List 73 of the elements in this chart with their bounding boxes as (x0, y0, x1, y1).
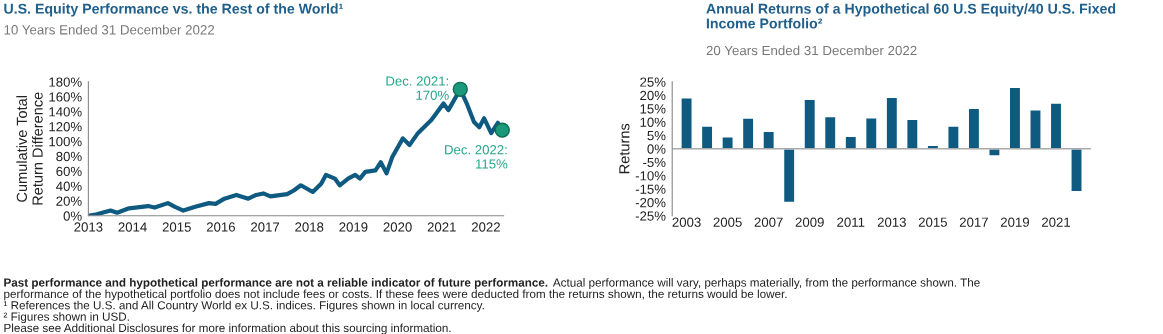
annotation: Dec. 2022: 115% (445, 145, 508, 169)
bar (721, 136, 734, 150)
chart-subtitle: 20 Years Ended 31 December 2022 (706, 45, 917, 56)
y-tick-label: 10% (640, 117, 666, 127)
chart-subtitle: 10 Years Ended 31 December 2022 (4, 24, 215, 35)
y-tick-label: 0% (63, 211, 82, 221)
y-tick-label: -25% (635, 211, 666, 221)
x-tick-label: 2017 (959, 217, 988, 227)
y-tick-label: 40% (56, 181, 82, 191)
y-tick-label: 60% (56, 166, 82, 177)
bar (1029, 108, 1042, 150)
bar (803, 98, 817, 150)
bar (741, 117, 755, 150)
x-tick-label: 2018 (295, 222, 324, 232)
bar (967, 107, 981, 150)
bar (947, 125, 960, 150)
bar (906, 118, 919, 150)
x-tick-label: 2013 (877, 217, 906, 227)
y-tick-label: 80% (56, 151, 82, 162)
x-tick-label: 2019 (339, 222, 368, 232)
y-tick-label: -15% (635, 184, 666, 194)
x-tick-label: 2009 (795, 217, 824, 227)
bar (1070, 148, 1083, 193)
bar (864, 117, 878, 150)
y-axis-title: Cumulative Total Return Difference (16, 92, 43, 205)
y-tick-label: 0% (647, 144, 666, 154)
bar (1008, 86, 1022, 150)
y-tick-label: -20% (635, 197, 666, 208)
chart-title: Annual Returns of a Hypothetical 60 U.S Equity/40 U.S. Fixed Income Portfolio² (706, 3, 1116, 29)
x-tick-label: 2020 (383, 222, 412, 232)
bar (988, 148, 1001, 157)
x-tick-label: 2017 (251, 222, 280, 232)
y-tick-label: 180% (49, 77, 82, 87)
x-tick-label: 2015 (162, 222, 191, 232)
x-tick-label: 2021 (427, 222, 456, 232)
bar (823, 115, 837, 150)
x-tick-label: 2021 (1041, 217, 1071, 227)
y-tick-label: 140% (49, 107, 82, 117)
y-tick-label: 160% (49, 92, 82, 102)
text: Please see Additional Disclosures for more information about this sourcing information. (4, 323, 451, 334)
text: ¹ References the U.S. and All Country World ex U.S. indices. Figures shown in local currency. (3, 300, 484, 312)
bar (1049, 102, 1063, 150)
text: ² Figures shown in USD. (3, 312, 129, 324)
bar (782, 148, 796, 204)
bar (700, 125, 714, 150)
x-tick-label: 2019 (1000, 217, 1030, 227)
x-tick-label: 2016 (206, 222, 235, 232)
x-tick-label: 2007 (754, 217, 783, 227)
x-tick-label: 2003 (672, 217, 701, 227)
bar (885, 96, 899, 150)
x-tick-label: 2022 (471, 222, 500, 232)
y-tick-label: 5% (647, 131, 666, 141)
bar (762, 130, 776, 150)
y-tick-label: 25% (640, 77, 666, 87)
annotation: Dec. 2021: 170% (386, 76, 449, 100)
x-tick-label: 2014 (118, 222, 147, 232)
x-tick-label: 2005 (713, 217, 742, 227)
chart-title: U.S. Equity Performance vs. the Rest of the World¹ (4, 3, 343, 17)
y-tick-label: 120% (49, 122, 82, 132)
y-tick-label: 100% (49, 136, 82, 147)
y-tick-label: 15% (640, 104, 666, 114)
x-tick-label: 2011 (837, 217, 865, 227)
y-tick-label: 20% (56, 196, 82, 206)
y-tick-label: 20% (640, 90, 666, 101)
y-axis-title: Returns (619, 123, 630, 174)
y-tick-label: -10% (635, 171, 666, 181)
y-tick-label: -5% (643, 157, 666, 168)
x-tick-label: 2015 (918, 217, 947, 227)
text: Actual performance will vary, perhaps materially, from the performance shown. The (552, 278, 980, 289)
text: Past performance and hypothetical performance are not a reliable indicator of future performance. (4, 278, 548, 289)
text: performance of the hypothetical portfolio does not include fees or costs. If these fees were deducted from the returns shown, the returns would be lower. (4, 289, 787, 301)
bar (680, 97, 693, 150)
x-tick-label: 2013 (74, 222, 103, 232)
